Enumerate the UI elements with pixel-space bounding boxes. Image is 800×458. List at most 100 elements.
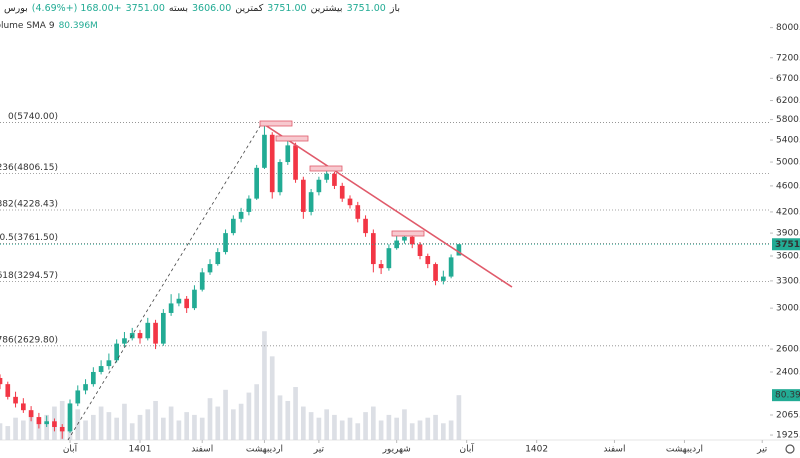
last-price-box xyxy=(772,238,800,251)
candle-body xyxy=(91,371,96,385)
header: باز 3751.00 بیشترین 3751.00 کمترین 3606.00 بست… xyxy=(0,3,400,14)
candle-body xyxy=(231,218,236,234)
volume-bar xyxy=(246,392,252,440)
volume-bar xyxy=(448,420,454,440)
candle-body xyxy=(441,276,446,281)
candle-body xyxy=(83,384,88,391)
volume-value-label: 80.396M xyxy=(775,391,800,401)
volume-bar xyxy=(168,406,174,440)
volume-bar xyxy=(339,420,345,440)
volume-bar xyxy=(231,409,236,440)
fib-label: 0(5740.00) xyxy=(8,112,58,122)
ohlc-value: 3751.00 xyxy=(125,3,165,14)
marker-box xyxy=(391,230,425,237)
volume-bar xyxy=(269,356,275,440)
fib-label: 0.236(4806.15) xyxy=(0,163,58,173)
candle-body xyxy=(254,167,259,199)
volume-bar xyxy=(417,420,423,440)
volume-bar xyxy=(355,423,361,440)
y-tick-label: 2400.00 xyxy=(776,367,800,377)
ohlc-value: 3751.00 xyxy=(267,3,307,14)
volume-bar xyxy=(44,414,49,440)
ohlc-label: بسته xyxy=(168,3,188,14)
candle-body xyxy=(246,198,252,212)
candle-body xyxy=(114,343,119,361)
candle-body xyxy=(347,198,353,206)
candle-body xyxy=(106,360,112,367)
candle-body xyxy=(402,236,407,241)
y-tick-label: 3600.00 xyxy=(776,252,800,262)
volume-bar xyxy=(207,398,213,440)
volume-legend: Volume SMA 980.396M xyxy=(0,21,98,31)
candle-body xyxy=(5,384,11,397)
candle-body xyxy=(59,426,65,432)
y-tick-label: 6200.00 xyxy=(776,96,800,106)
marker-box xyxy=(259,120,293,127)
volume-bar xyxy=(409,423,415,440)
ohlc-label: کمترین xyxy=(235,3,264,14)
y-tick-label: 7200.00 xyxy=(776,53,800,63)
candle-body xyxy=(199,272,205,290)
fib-label: 0.618(3294.57) xyxy=(0,271,58,281)
y-tick-label: 5800.00 xyxy=(776,115,800,125)
volume-bar xyxy=(145,409,151,440)
volume-bar xyxy=(402,409,407,440)
candle-body xyxy=(456,244,462,256)
candle-body xyxy=(44,421,49,425)
volume-bar xyxy=(378,420,384,440)
candle-body xyxy=(262,134,267,168)
volume-bar xyxy=(394,417,399,440)
candle-body xyxy=(301,179,306,212)
x-tick-label: تیر xyxy=(756,445,768,455)
y-tick-label: 2600.00 xyxy=(776,345,800,355)
last-price-label: 3751.00 xyxy=(775,240,800,250)
candle-body xyxy=(316,179,322,193)
ohlc-label: بیشترین xyxy=(310,3,343,14)
volume-bar xyxy=(153,400,158,440)
volume-bar xyxy=(223,389,228,440)
candle-body xyxy=(409,236,415,245)
candle-body xyxy=(386,248,392,269)
candle-body xyxy=(363,218,368,234)
candle-body xyxy=(122,338,127,344)
volume-bar xyxy=(301,406,306,440)
candle-body xyxy=(324,173,329,180)
x-tick-label: اردیبهشت xyxy=(666,445,703,455)
x-tick-label: 1402 xyxy=(525,445,548,455)
y-tick-label: 3300.00 xyxy=(776,276,800,286)
volume-bar xyxy=(332,414,337,440)
volume-bar xyxy=(106,412,112,440)
volume-bar xyxy=(199,417,205,440)
candle-body xyxy=(308,192,314,212)
candle-body xyxy=(21,403,26,411)
ohlc-value: 3606.00 xyxy=(191,3,232,14)
volume-bar xyxy=(277,395,283,440)
candle-body xyxy=(192,289,197,309)
volume-bar xyxy=(137,414,143,440)
volume-bar xyxy=(433,414,438,440)
volume-bar xyxy=(285,400,291,440)
volume-bar xyxy=(441,423,446,440)
volume-bar xyxy=(371,406,376,440)
x-tick-label: اردیبهشت xyxy=(246,445,283,455)
candle-body xyxy=(293,145,298,180)
settings-icon[interactable] xyxy=(785,444,795,454)
candle-body xyxy=(371,233,376,265)
x-tick-label: آبان xyxy=(63,443,78,455)
candle-body xyxy=(433,264,438,281)
candle-body xyxy=(28,410,34,418)
volume-bar xyxy=(36,423,42,440)
marker-box xyxy=(275,135,309,142)
candle-body xyxy=(98,366,104,372)
volume-bar xyxy=(176,420,182,440)
candle-body xyxy=(207,264,213,273)
volume-bar xyxy=(122,403,127,440)
volume-bar xyxy=(386,414,392,440)
x-tick-label: 1401 xyxy=(129,445,152,455)
candle-body xyxy=(13,396,18,404)
volume-bar xyxy=(316,417,322,440)
candle-body xyxy=(339,185,345,199)
volume-bar xyxy=(184,412,189,440)
volume-bar xyxy=(28,412,34,440)
